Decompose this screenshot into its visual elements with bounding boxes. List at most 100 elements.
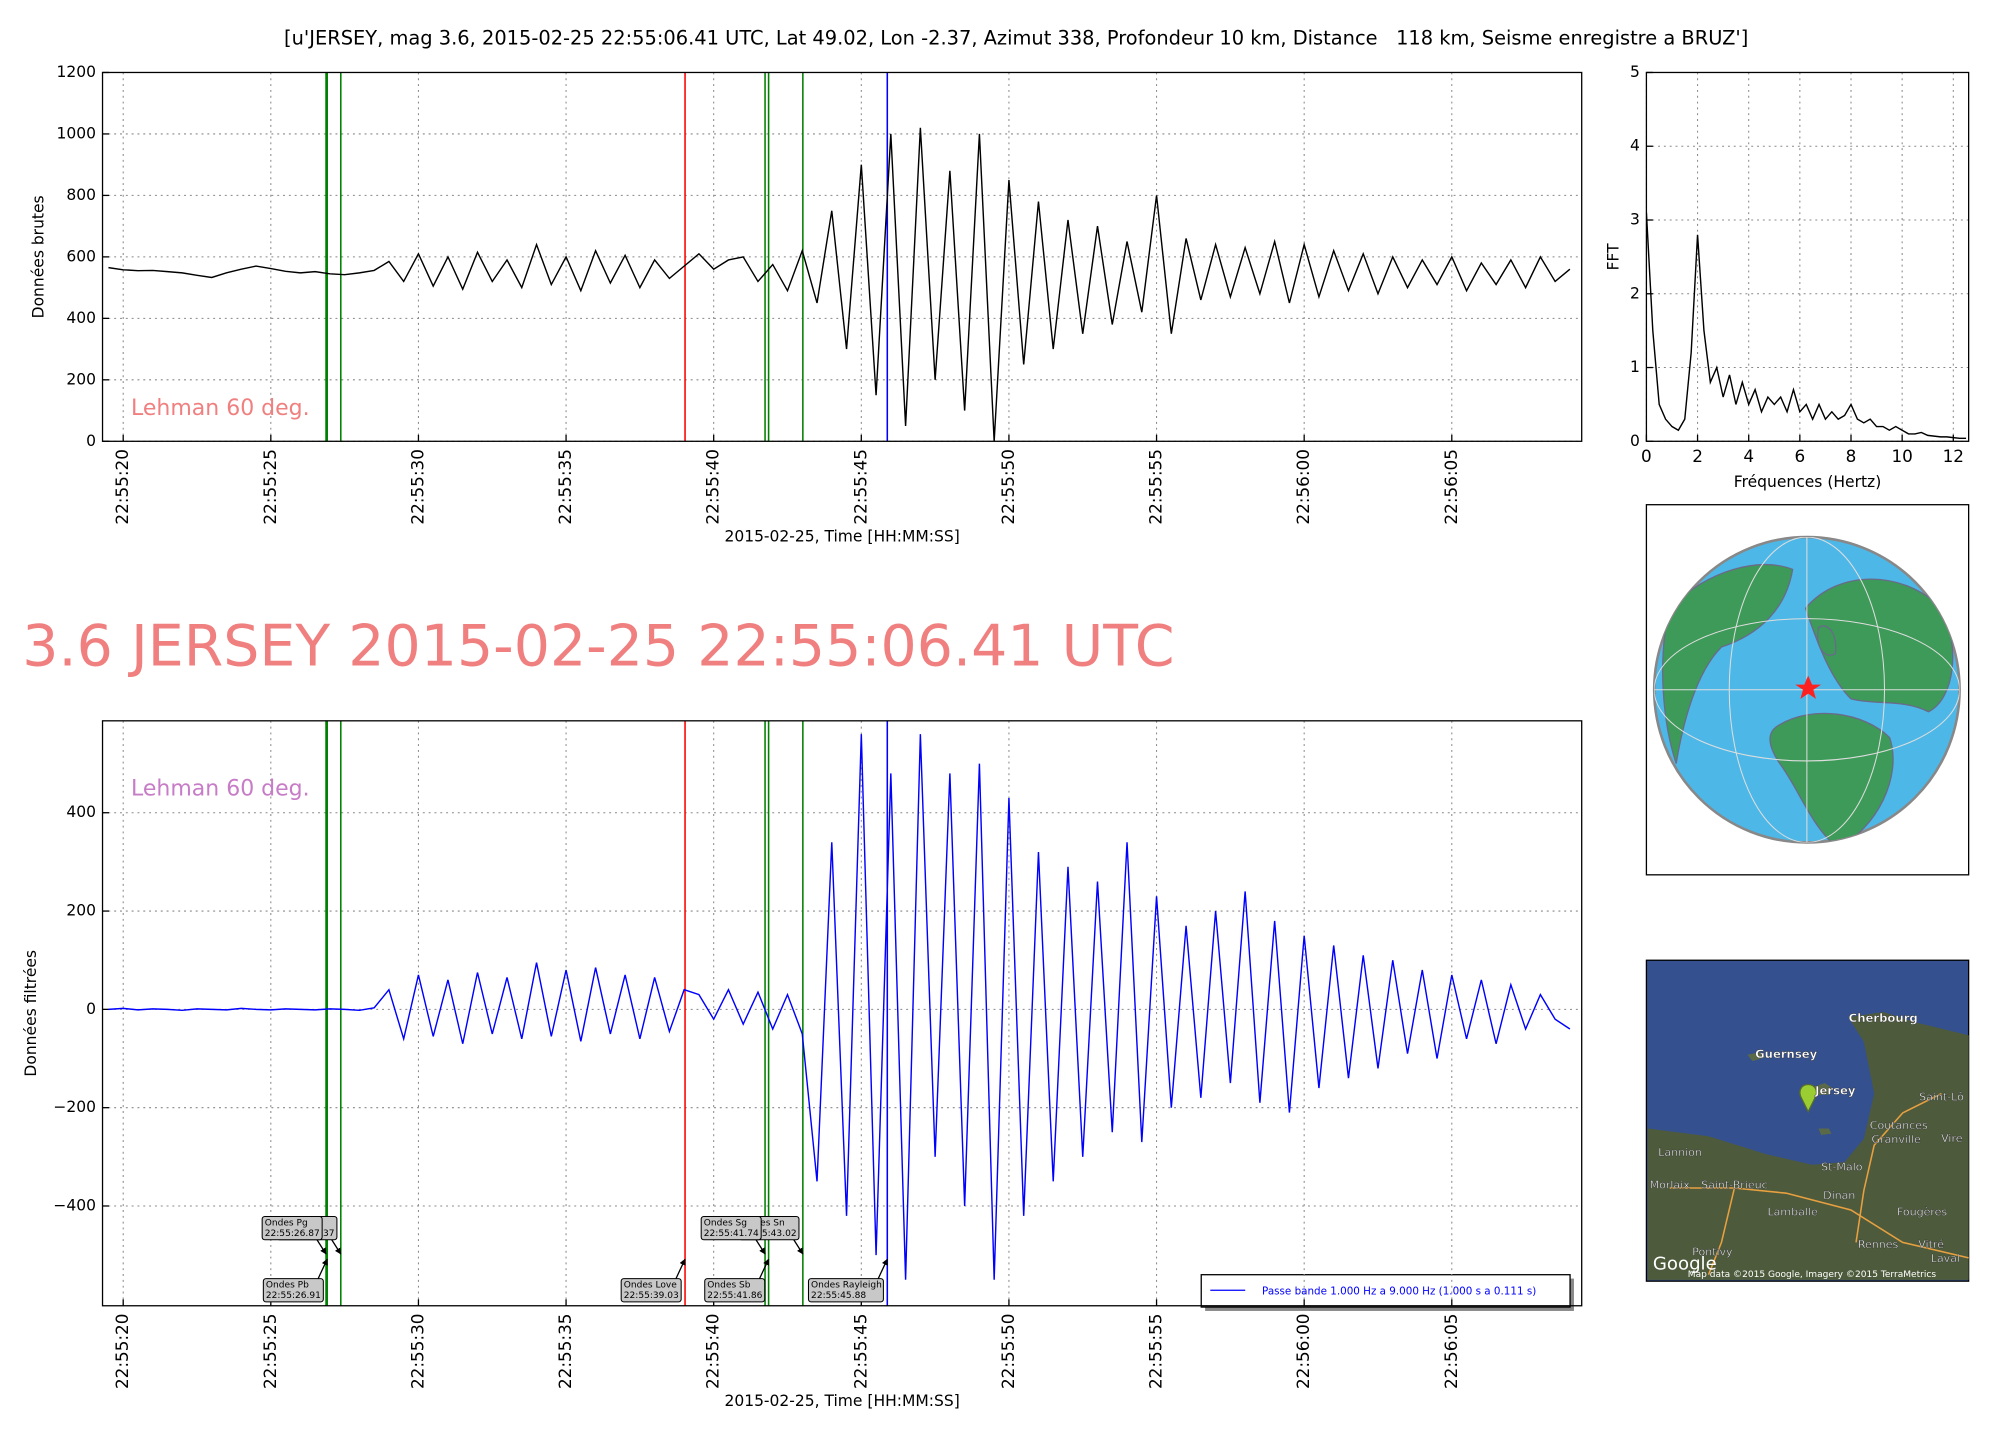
phase-box [704,1278,766,1303]
map-label: Saint-Brieuc [1701,1178,1768,1191]
x-tick-label: 22:56:00 [1293,1314,1313,1390]
phase-arrow [877,1258,888,1279]
x-axis-label: 2015-02-25, Time [HH:MM:SS] [724,528,959,546]
x-tick-label: 22:55:40 [703,1314,723,1390]
x-tick-label: 22:56:00 [1293,449,1313,525]
map-attribution: Map data ©2015 Google, Imagery ©2015 Ter… [1688,1270,1937,1280]
y-tick-label: 0 [86,432,96,450]
phase-name: Ondes Sn [742,1218,785,1228]
map-label: Vitré [1918,1238,1944,1251]
phase-arrow [331,1239,342,1255]
phase-name: Ondes Rayleigh [811,1281,882,1291]
x-axis-label: Fréquences (Hertz) [1734,473,1881,491]
x-tick-label: 6 [1795,446,1806,466]
phase-name: Ondes Pg [265,1218,308,1228]
phase-box [620,1278,682,1303]
map-label: Lannion [1658,1146,1702,1159]
phase-time: 22:55:43.02 [742,1229,797,1239]
phase-time: 22:55:26.87 [265,1229,320,1239]
map-label: Saint-Lô [1919,1090,1964,1103]
phase-arrow [317,1258,328,1279]
y-tick-label: 400 [66,309,96,327]
y-tick-label: 5 [1630,63,1640,81]
x-tick-label: 10 [1891,446,1912,466]
x-tick-label: 22:55:55 [1146,1314,1166,1390]
map-label: Coutances [1870,1119,1928,1132]
y-tick-label: 3 [1630,211,1640,229]
x-tick-label: 22:55:45 [850,1314,870,1390]
map-label: Lamballe [1768,1206,1818,1219]
trace-line [1646,212,1967,440]
phase-time: 22:55:41.74 [704,1229,759,1239]
phase-arrow [793,1239,804,1255]
y-tick-label: −200 [53,1098,96,1116]
legend-label: Passe bande 1.000 Hz a 9.000 Hz (1.000 s… [1262,1286,1536,1298]
map-label: Laval [1931,1252,1960,1265]
x-tick-label: 22:55:50 [998,1314,1018,1390]
x-tick-label: 22:55:20 [112,1314,132,1390]
y-tick-label: 400 [66,803,96,821]
y-axis-label: Données brutes [30,195,48,318]
map-label: Rennes [1858,1238,1899,1251]
x-tick-label: 22:55:30 [407,1314,427,1390]
phase-name: Ondes Love [624,1281,678,1291]
map-label: Vire [1941,1132,1963,1145]
map-label: Guernsey [1755,1047,1818,1061]
map-label: Fougères [1897,1206,1947,1219]
x-tick-label: 4 [1743,446,1754,466]
phase-time: 22:55:26.91 [266,1291,321,1301]
x-tick-label: 8 [1846,446,1857,466]
x-tick-label: 22:56:05 [1441,1314,1461,1390]
trace-line [108,127,1571,442]
globe-panel [1645,504,1970,876]
phase-name: Ondes Sg [704,1218,747,1228]
y-tick-label: 2 [1630,284,1640,302]
y-tick-label: 200 [66,370,96,388]
y-tick-label: 4 [1630,137,1640,155]
phase-arrow [316,1239,327,1255]
x-tick-label: 22:55:55 [1146,449,1166,525]
phase-time: 22:55:41.86 [707,1291,762,1301]
map-label: Pontivy [1692,1246,1733,1259]
map-label: Granville [1872,1133,1921,1146]
y-tick-label: 0 [86,1000,96,1018]
map-panel: Cherbourg Guernsey Jersey Saint-Lô Coutances… [1645,959,1970,1282]
x-tick-label: 22:55:25 [260,449,280,525]
y-axis-label: FFT [1605,243,1623,271]
x-tick-label: 22:55:50 [998,449,1018,525]
y-tick-label: 1 [1630,358,1640,376]
phase-box [807,1278,884,1303]
phase-arrow [675,1258,686,1279]
y-tick-label: 600 [66,247,96,265]
x-tick-label: 22:55:30 [407,449,427,525]
y-tick-label: 800 [66,186,96,204]
plot-frame [101,71,1583,442]
y-tick-label: 1000 [57,124,96,142]
x-tick-label: 22:55:35 [555,1314,575,1390]
y-tick-label: −400 [53,1196,96,1214]
phase-box [262,1278,324,1303]
x-tick-label: 22:55:40 [703,449,723,525]
y-axis-label: Données filtrées [22,950,40,1077]
phase-box [261,1215,323,1241]
phase-box [700,1215,762,1241]
map-label: Dinan [1823,1189,1855,1202]
phase-time: 22:55:39.03 [624,1291,679,1301]
x-tick-label: 22:55:20 [112,449,132,525]
map-label: Morlaix [1650,1178,1691,1191]
plot-frame [101,720,1583,1307]
phase-time: 22:55:45.88 [811,1291,866,1301]
x-axis-label: 2015-02-25, Time [HH:MM:SS] [724,1392,959,1410]
map-label: St-Malo [1821,1160,1863,1173]
x-tick-label: 22:56:05 [1441,449,1461,525]
x-tick-label: 12 [1943,446,1964,466]
x-tick-label: 22:55:25 [260,1314,280,1390]
phase-arrow [755,1239,766,1255]
map-label: Cherbourg [1849,1011,1918,1025]
map-label: Jersey [1814,1083,1856,1097]
x-tick-label: 22:55:35 [555,449,575,525]
headline: 3.6 JERSEY 2015-02-25 22:55:06.41 UTC [22,613,1174,679]
map-logo: Google [1653,1253,1717,1274]
